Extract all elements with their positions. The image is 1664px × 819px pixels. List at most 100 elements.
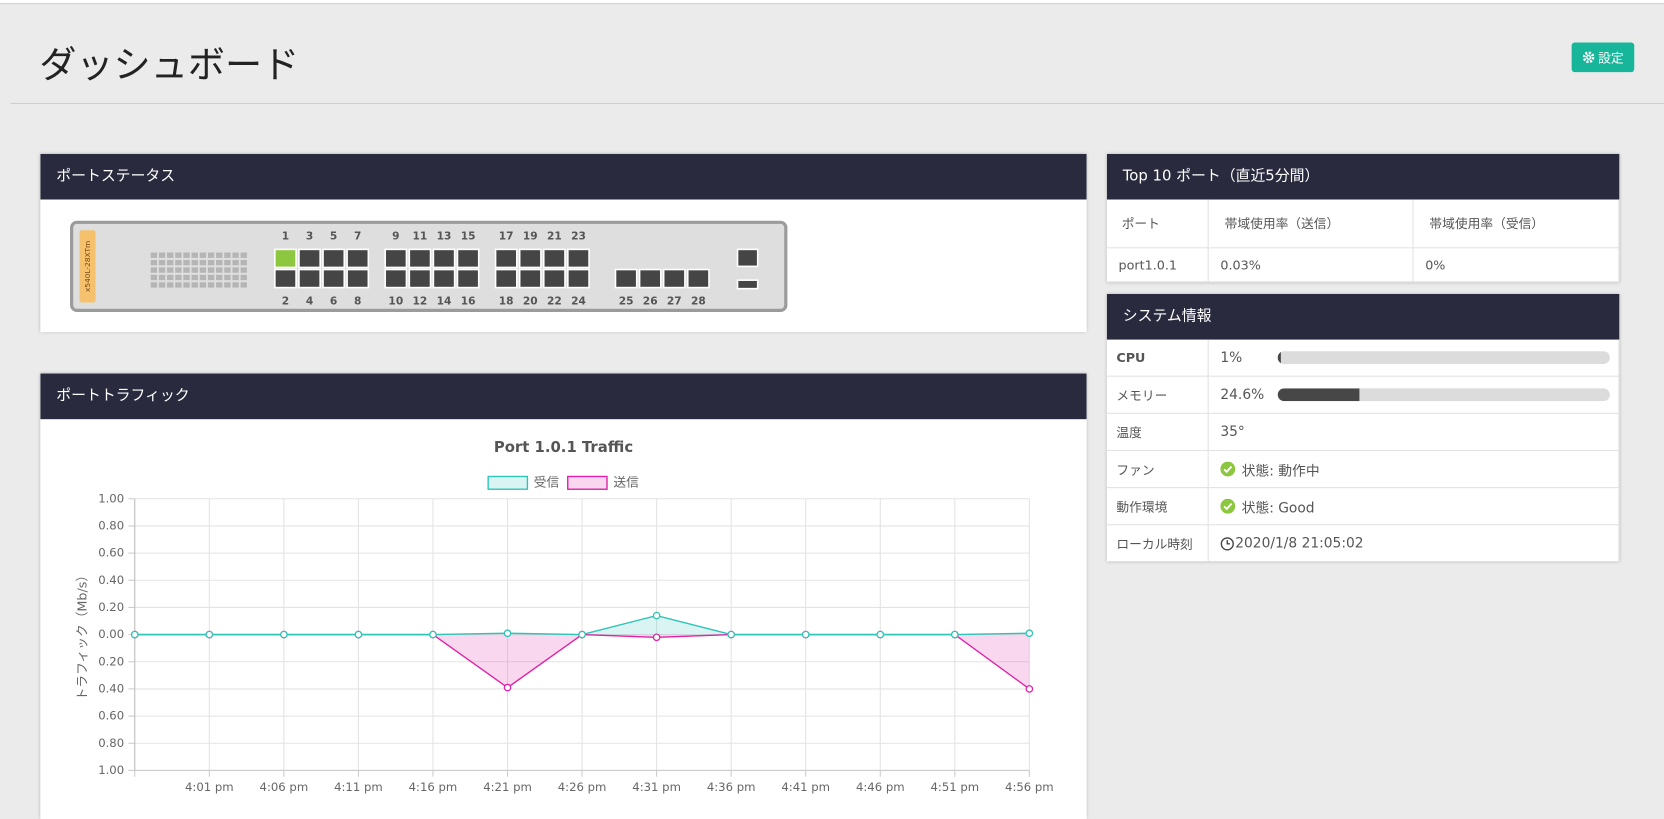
table-cell: 0.03% [1208,248,1414,283]
clock-hands [1226,539,1230,545]
vent [167,252,174,258]
port [298,248,321,269]
vent [167,282,174,288]
vent [232,252,239,258]
vent [199,252,207,258]
chart-title: Port 1.0.1 Traffic [494,438,633,456]
vent [224,252,231,258]
ok-circle [1220,498,1236,514]
port [456,248,480,269]
row-label: ローカル時刻 [1107,525,1209,562]
y-tick-label: 0.20 [98,600,124,614]
vent [199,282,207,288]
gauge-track [1277,351,1610,364]
vent [150,274,158,281]
port-traffic-panel: ポートトラフィック Port 1.0.1 Traffic トラフィック（Mb/s… [40,373,1087,819]
port-number: 1 [282,230,289,243]
vent [207,282,215,288]
port-number: 18 [499,294,514,307]
row-value: 状態: Good [1208,488,1620,526]
vent [199,274,207,281]
port [494,248,518,269]
system-panel: システム情報 CPU 1% メモリー 24.6% 温度 35° ファン 状態: 動作中 動作環境… [1106,293,1620,562]
gauge-track [1277,388,1610,402]
vent [183,252,190,258]
data-point [950,630,959,639]
x-tick-label: 4:26 pm [558,780,607,794]
port [408,268,432,289]
vent [150,259,158,266]
port [494,268,518,289]
vent [224,282,231,288]
data-point [652,611,661,620]
port [542,268,566,289]
vent [240,252,247,258]
x-tick-label: 4:36 pm [707,780,756,794]
cell-text: port1.0.1 [1118,257,1178,273]
vent [207,267,215,273]
y-tick-label: 0.00 [98,627,124,641]
vent [158,267,166,273]
panel-title: ポートトラフィック [40,373,1087,420]
vent [191,267,198,273]
top-bar [0,0,1664,5]
vent [224,259,231,266]
clock-icon [1220,536,1234,550]
y-tick-label: 0.60 [98,709,124,723]
vent [240,259,247,266]
row-label-text: 動作環境 [1116,499,1168,515]
vent [216,267,223,273]
column-header: 帯域使用率（受信） [1413,199,1620,249]
port [346,248,370,269]
data-point [578,630,586,639]
ok-circle [1220,461,1236,477]
vent [199,259,207,266]
settings-button[interactable]: 設定 [1571,42,1635,73]
column-header-text: 帯域使用率（送信） [1224,216,1340,232]
data-point [503,683,512,692]
port [408,248,432,269]
port-number: 20 [523,294,538,307]
port-number: 3 [306,230,313,243]
data-point [205,630,214,639]
vent [183,267,190,273]
port [662,268,686,289]
port-number: 14 [437,294,452,307]
port-number: 11 [413,230,428,243]
data-point [503,629,512,638]
vent [216,252,223,258]
port-number: 15 [461,230,476,243]
vent [232,259,239,266]
usb-port [736,279,759,290]
legend-label: 送信 [613,474,639,490]
port-number: 21 [547,230,562,243]
settings-label: 設定 [1598,50,1624,66]
vent [216,274,223,281]
table-cell: port1.0.1 [1106,248,1209,283]
row-label: メモリー [1106,376,1209,414]
data-point [280,630,288,639]
data-point [801,630,810,639]
vent [207,274,215,281]
vent [175,259,182,266]
vent [158,259,166,266]
y-tick-label: 0.20 [98,654,124,668]
vent [240,282,247,288]
ok-icon [1220,498,1236,514]
vent [232,267,239,273]
port-number: 19 [523,230,538,243]
port [274,268,297,289]
x-tick-label: 4:56 pm [1005,780,1054,794]
console-port [736,248,759,268]
port-number: 4 [306,294,313,307]
port-number: 24 [571,294,586,307]
port [384,248,408,269]
port [384,268,408,289]
data-point [429,630,437,639]
y-tick-label: 0.40 [98,573,124,587]
vent [150,282,158,288]
port-number: 13 [437,230,452,243]
x-tick-label: 4:16 pm [409,780,458,794]
vent [183,259,190,266]
